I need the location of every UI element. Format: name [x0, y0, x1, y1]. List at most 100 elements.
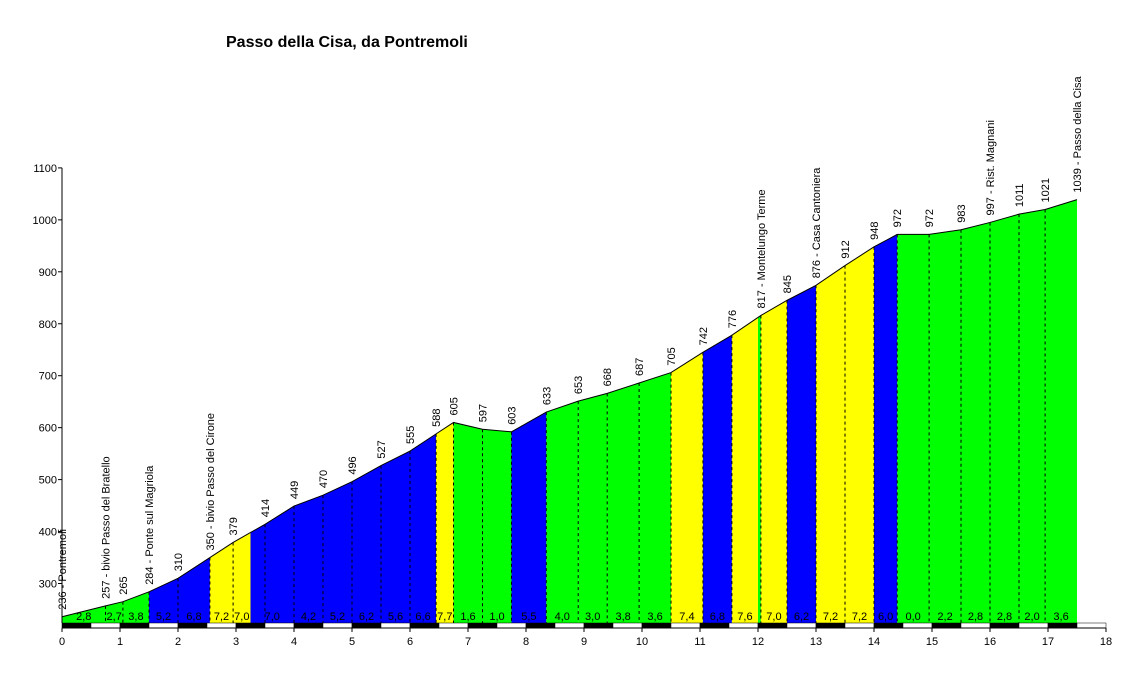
- km-bar-13: [438, 622, 469, 629]
- gradient-label-18: 3,0: [585, 611, 600, 623]
- altitude-label-29: 972: [892, 209, 904, 227]
- gradient-label-7: 7,0: [265, 611, 280, 623]
- km-bar-35: [1076, 622, 1107, 629]
- y-tick-label-900: 900: [39, 267, 57, 279]
- altitude-label-23: 776: [727, 310, 739, 328]
- profile-segment-6: [233, 532, 251, 623]
- profile-segment-8: [294, 495, 323, 623]
- profile-segment-15: [482, 429, 512, 623]
- x-tick-label-5: 5: [349, 636, 355, 648]
- x-tick-label-17: 17: [1042, 636, 1054, 648]
- x-tick-label-9: 9: [581, 636, 587, 648]
- altitude-label-18: 653: [573, 376, 585, 394]
- gradient-label-23: 7,6: [737, 611, 752, 623]
- gradient-label-6: 7,0: [234, 611, 249, 623]
- altitude-label-27: 912: [840, 240, 852, 258]
- km-bar-0: [61, 622, 92, 629]
- gradient-label-25: 7,0: [766, 611, 781, 623]
- altitude-label-26: 876 - Casa Cantoniera: [811, 167, 823, 279]
- altitude-label-7: 414: [260, 499, 272, 517]
- x-tick-label-1: 1: [117, 636, 123, 648]
- profile-segment-14: [453, 422, 483, 623]
- altitude-label-2: 265: [118, 576, 130, 594]
- profile-segment-5: [209, 542, 234, 623]
- altitude-label-4: 310: [173, 553, 185, 571]
- altitude-label-21: 705: [666, 347, 678, 365]
- altitude-label-11: 527: [376, 440, 388, 458]
- profile-segment-35: [1045, 199, 1077, 623]
- profile-segment-29: [874, 234, 898, 623]
- profile-segment-4: [178, 557, 210, 623]
- profile-segment-20: [639, 372, 671, 623]
- altitude-label-25: 845: [782, 275, 794, 293]
- km-bar-9: [322, 622, 353, 629]
- altitude-label-22: 742: [698, 327, 710, 345]
- altitude-label-5: 350 - bivio Passo del Cirone: [205, 413, 217, 551]
- altitude-label-28: 948: [869, 222, 881, 240]
- km-bar-6: [235, 622, 266, 629]
- km-bar-33: [1018, 622, 1049, 629]
- km-bar-8: [293, 622, 324, 629]
- km-bar-34: [1047, 622, 1078, 629]
- km-bar-1: [90, 622, 121, 629]
- km-bar-23: [728, 622, 759, 629]
- gradient-label-30: 0,0: [906, 611, 921, 623]
- y-tick-label-800: 800: [39, 319, 57, 331]
- x-tick-label-12: 12: [752, 636, 764, 648]
- profile-segment-34: [1019, 209, 1046, 623]
- gradient-label-9: 5,2: [330, 611, 345, 623]
- altitude-label-3: 284 - Ponte sul Magriola: [144, 465, 156, 585]
- gradient-label-11: 5,6: [388, 611, 403, 623]
- profile-segment-22: [702, 335, 732, 623]
- km-bar-19: [612, 622, 643, 629]
- altitude-label-24: 817 - Montelungo Terme: [756, 189, 768, 308]
- profile-segment-0: [62, 605, 106, 623]
- km-bar-11: [380, 622, 411, 629]
- x-tick-label-15: 15: [926, 636, 938, 648]
- x-tick-label-7: 7: [465, 636, 471, 648]
- profile-segment-17: [546, 401, 579, 623]
- profile-segment-21: [671, 352, 703, 623]
- gradient-label-31: 2,2: [937, 611, 952, 623]
- altitude-label-6: 379: [228, 517, 240, 535]
- gradient-label-21: 7,4: [679, 611, 694, 623]
- x-tick-label-8: 8: [523, 636, 529, 648]
- altitude-label-19: 668: [602, 368, 614, 386]
- altitude-label-15: 597: [478, 404, 490, 422]
- profile-segment-30: [897, 234, 930, 623]
- profile-segment-9: [323, 481, 352, 623]
- km-bar-17: [554, 622, 585, 629]
- km-bar-26: [815, 622, 846, 629]
- chart-title: Passo della Cisa, da Pontremoli: [226, 34, 468, 51]
- km-bar-24: [757, 622, 788, 629]
- profile-segment-16: [511, 412, 547, 623]
- gradient-label-14: 1,6: [460, 611, 475, 623]
- altitude-label-9: 470: [318, 470, 330, 488]
- altitude-label-16: 603: [507, 406, 519, 424]
- km-bar-27: [844, 622, 875, 629]
- km-bar-22: [699, 622, 730, 629]
- gradient-label-26: 6,2: [794, 611, 809, 623]
- altitude-label-33: 1011: [1014, 183, 1026, 207]
- x-tick-label-16: 16: [984, 636, 996, 648]
- altitude-label-30: 972: [924, 209, 936, 227]
- altitude-label-34: 1021: [1040, 178, 1052, 202]
- profile-segment-13: [436, 422, 454, 623]
- km-bar-2: [119, 622, 150, 629]
- gradient-label-32: 2,8: [968, 611, 983, 623]
- y-tick-label-1000: 1000: [33, 215, 57, 227]
- profile-segment-25: [760, 300, 787, 623]
- profile-segment-7: [250, 506, 294, 623]
- gradient-label-4: 6,8: [186, 611, 201, 623]
- profile-line: [61, 199, 1078, 618]
- gradient-label-15: 1,0: [489, 611, 504, 623]
- x-tick-label-13: 13: [810, 636, 822, 648]
- km-bar-15: [496, 622, 527, 629]
- x-tick-label-2: 2: [175, 636, 181, 648]
- profile-segment-12: [410, 433, 437, 623]
- y-tick-label-700: 700: [39, 371, 57, 383]
- y-tick-label-500: 500: [39, 475, 57, 487]
- profile-segment-27: [816, 265, 845, 623]
- km-bar-3: [148, 622, 179, 629]
- altitude-label-13: 588: [431, 409, 443, 427]
